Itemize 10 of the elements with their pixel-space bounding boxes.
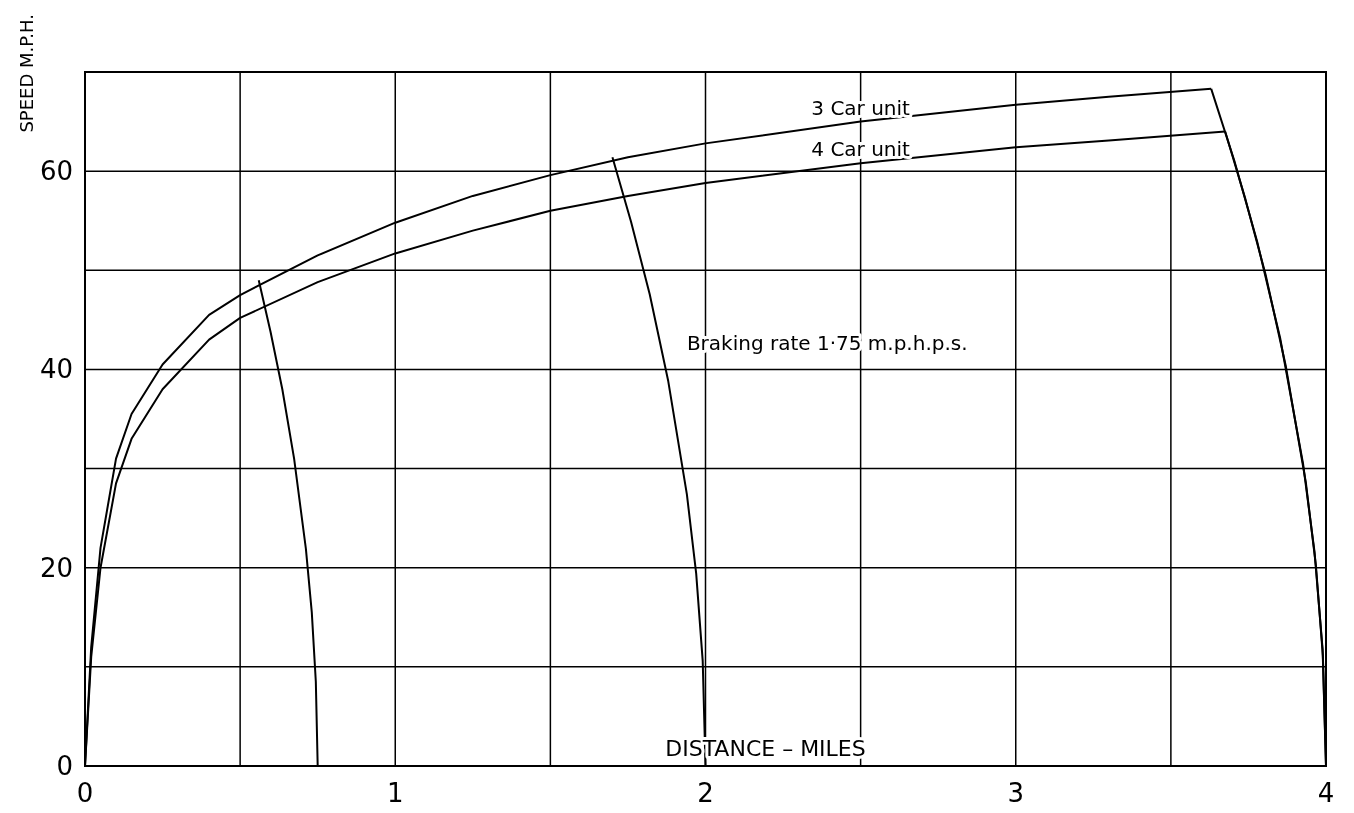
x-tick-label: 3 (1007, 778, 1025, 808)
y-tick-label: 20 (39, 552, 73, 583)
x-tick-label: 1 (386, 778, 404, 808)
x-tick-label: 2 (697, 778, 714, 808)
y-axis-title: SPEED M.P.H. (16, 14, 37, 133)
y-tick-label: 40 (39, 354, 73, 385)
y-tick-label: 0 (56, 751, 73, 781)
x-tick-label: 4 (1317, 778, 1335, 808)
y-tick-label: 60 (39, 156, 73, 187)
x-tick-label: 0 (76, 778, 94, 808)
